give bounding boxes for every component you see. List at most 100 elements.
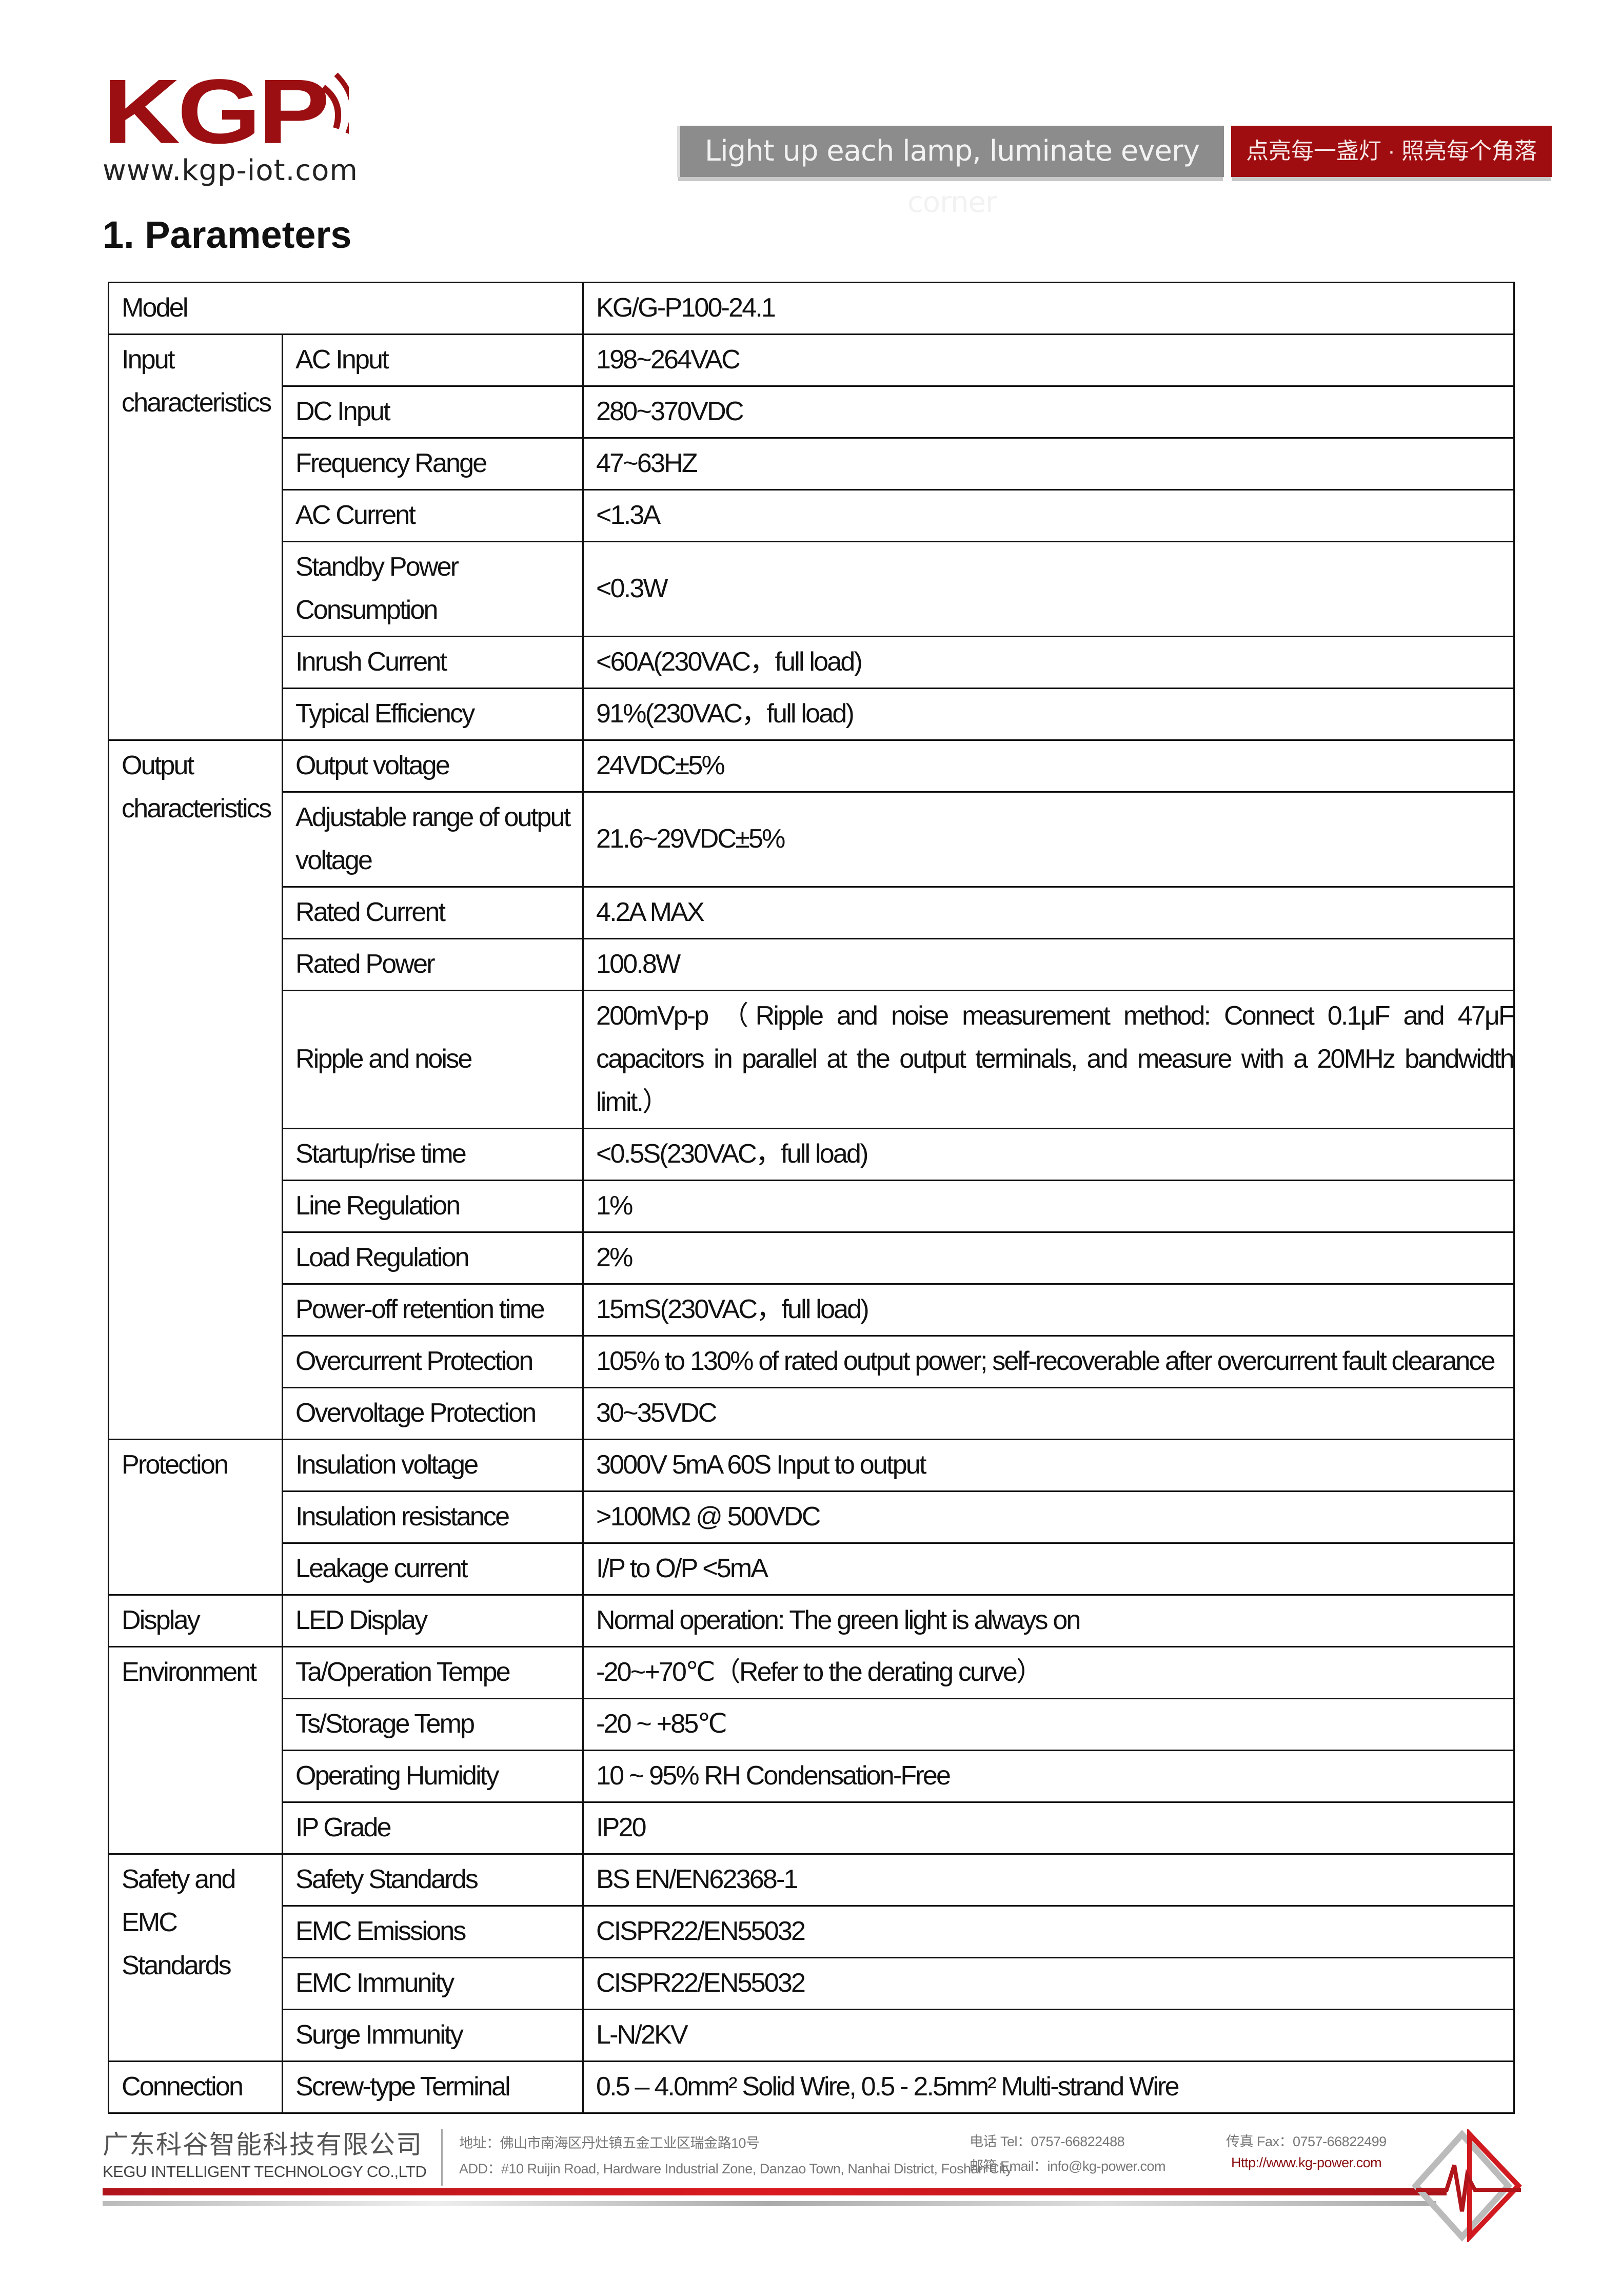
group-label: Output characteristics: [108, 739, 283, 1440]
table-row-model: Model KG/G-P100-24.1: [107, 282, 1515, 335]
website-link[interactable]: Http://www.kg-power.com: [1231, 2155, 1382, 2170]
parameter-value: 100.8W: [582, 938, 1515, 991]
group-label: Display: [108, 1594, 283, 1647]
parameter-value: 200mVp-p （Ripple and noise measurement m…: [582, 990, 1515, 1129]
parameters-table: Model KG/G-P100-24.1 Input characteristi…: [107, 282, 1515, 2114]
parameter-name: Frequency Range: [281, 437, 584, 490]
table-row: Input characteristics AC Input 198~264VAC: [108, 333, 1515, 741]
table-row: Operating Humidity 10 ~ 95% RH Condensati…: [109, 1750, 1515, 1803]
parameter-name: Leakage current: [281, 1542, 584, 1596]
table-row: Frequency Range 47~63HZ: [109, 437, 1515, 490]
table-row: Load Regulation 2%: [109, 1231, 1515, 1285]
parameter-name: IP Grade: [281, 1801, 584, 1855]
table-row: AC Current <1.3A: [109, 489, 1515, 542]
address-en: ADD：#10 Ruijin Road, Hardware Industrial…: [459, 2161, 1013, 2176]
parameter-value: <0.5S(230VAC，full load): [582, 1128, 1515, 1181]
pulse-diamond-icon: [1411, 2129, 1522, 2242]
table-row: Connection Screw-type Terminal 0.5 – 4.0mm…: [108, 2060, 1515, 2114]
table-row: Inrush Current <60A(230VAC，full load): [109, 636, 1515, 689]
parameter-value: 105% to 130% of rated output power; self…: [582, 1335, 1515, 1388]
table-row: Leakage current I/P to O/P <5mA: [109, 1542, 1515, 1596]
parameter-value: CISPR22/EN55032: [582, 1957, 1515, 2010]
table-row: Surge Immunity L-N/2KV: [109, 2009, 1515, 2062]
parameter-value: 3000V 5mA 60S Input to output: [582, 1439, 1515, 1492]
parameter-name: Insulation resistance: [281, 1490, 584, 1544]
parameter-value: -20 ~ +85℃: [582, 1698, 1515, 1751]
table-row: EMC Immunity CISPR22/EN55032: [109, 1957, 1515, 2010]
table-row: Protection Insulation voltage 3000V 5mA 60…: [108, 1439, 1515, 1596]
table-row: Line Regulation 1%: [109, 1180, 1515, 1233]
footer-divider: [441, 2129, 443, 2186]
table-row: Adjustable range of output voltage 21.6~2…: [109, 791, 1515, 888]
parameter-value: 91%(230VAC，full load): [582, 688, 1515, 741]
table-row: Standby Power Consumption <0.3W: [109, 541, 1515, 637]
parameter-value: <0.3W: [582, 541, 1515, 637]
parameter-value: Normal operation: The green light is alw…: [582, 1594, 1515, 1647]
parameter-name: Ripple and noise: [281, 990, 584, 1129]
table-row: Rated Current 4.2A MAX: [109, 886, 1515, 939]
table-row: Overcurrent Protection 105% to 130% of ra…: [109, 1335, 1515, 1388]
table-row: Insulation resistance >100MΩ @ 500VDC: [109, 1490, 1515, 1544]
group-label: Input characteristics: [108, 333, 283, 741]
kgp-logo: KGP: [103, 67, 349, 163]
table-row: Environment Ta/Operation Tempe -20~+70℃（Re…: [108, 1646, 1515, 1855]
parameter-value: CISPR22/EN55032: [582, 1905, 1515, 1958]
company-name-en: KEGU INTELLIGENT TECHNOLOGY CO.,LTD: [103, 2163, 427, 2181]
svg-text:KGP: KGP: [103, 67, 327, 163]
parameter-value: L-N/2KV: [582, 2009, 1515, 2062]
footer-gray-stripe: [103, 2201, 1436, 2206]
table-row: Rated Power 100.8W: [109, 938, 1515, 991]
parameter-name: Ts/Storage Temp: [281, 1698, 584, 1751]
parameter-value: 24VDC±5%: [582, 739, 1515, 793]
company-name-cn: 广东科谷智能科技有限公司: [103, 2130, 423, 2159]
parameter-value: IP20: [582, 1801, 1515, 1855]
parameter-name: LED Display: [281, 1594, 584, 1647]
parameter-value: 4.2A MAX: [582, 886, 1515, 939]
parameter-name: Typical Efficiency: [281, 688, 584, 741]
parameter-name: EMC Emissions: [281, 1905, 584, 1958]
parameter-value: 2%: [582, 1231, 1515, 1285]
table-row: Output characteristics Output voltage 24VD…: [108, 739, 1515, 1440]
parameter-name: Adjustable range of output voltage: [281, 791, 584, 888]
logo-website: www.kgp-iot.com: [103, 154, 358, 187]
group-label: Safety and EMC Standards: [108, 1853, 283, 2062]
parameter-name: Overcurrent Protection: [281, 1335, 584, 1388]
group-label: Connection: [108, 2060, 283, 2114]
model-label: Model: [107, 282, 584, 335]
parameter-value: >100MΩ @ 500VDC: [582, 1490, 1515, 1544]
parameter-name: Insulation voltage: [281, 1439, 584, 1492]
parameter-name: Screw-type Terminal: [281, 2060, 584, 2114]
table-row: Typical Efficiency 91%(230VAC，full load): [109, 688, 1515, 741]
slogan-english: Light up each lamp, luminate every corne…: [677, 126, 1224, 219]
parameter-value: 30~35VDC: [582, 1387, 1515, 1440]
table-row: IP Grade IP20: [109, 1801, 1515, 1855]
parameter-name: Line Regulation: [281, 1180, 584, 1233]
parameter-value: 280~370VDC: [582, 385, 1515, 439]
parameter-value: <60A(230VAC，full load): [582, 636, 1515, 689]
table-row: Startup/rise time <0.5S(230VAC，full load): [109, 1128, 1515, 1181]
parameter-value: 0.5 – 4.0mm² Solid Wire, 0.5 - 2.5mm² Mu…: [582, 2060, 1515, 2114]
parameter-name: AC Input: [281, 333, 584, 387]
parameter-name: Inrush Current: [281, 636, 584, 689]
table-row: Ripple and noise 200mVp-p （Ripple and noi…: [109, 990, 1515, 1129]
parameter-name: EMC Immunity: [281, 1957, 584, 2010]
slogan-chinese: 点亮每一盏灯 · 照亮每个角落: [1231, 126, 1552, 177]
parameter-name: Ta/Operation Tempe: [281, 1646, 584, 1699]
parameter-name: Rated Power: [281, 938, 584, 991]
parameter-value: 1%: [582, 1180, 1515, 1233]
parameter-value: 15mS(230VAC，full load): [582, 1283, 1515, 1337]
fax: 传真 Fax：0757-66822499: [1226, 2134, 1387, 2149]
footer-red-stripe: [103, 2188, 1447, 2195]
table-row: Safety and EMC Standards Safety Standards…: [108, 1853, 1515, 2062]
parameter-name: DC Input: [281, 385, 584, 439]
parameter-name: Power-off retention time: [281, 1283, 584, 1337]
table-row: Ts/Storage Temp -20 ~ +85℃: [109, 1698, 1515, 1751]
email[interactable]: 邮箱 Email：info@kg-power.com: [970, 2158, 1166, 2174]
group-label: Protection: [108, 1439, 283, 1596]
parameter-name: Standby Power Consumption: [281, 541, 584, 637]
table-row: Overvoltage Protection 30~35VDC: [109, 1387, 1515, 1440]
parameter-value: 21.6~29VDC±5%: [582, 791, 1515, 888]
parameter-name: Load Regulation: [281, 1231, 584, 1285]
telephone: 电话 Tel：0757-66822488: [970, 2134, 1125, 2149]
parameter-value: I/P to O/P <5mA: [582, 1542, 1515, 1596]
